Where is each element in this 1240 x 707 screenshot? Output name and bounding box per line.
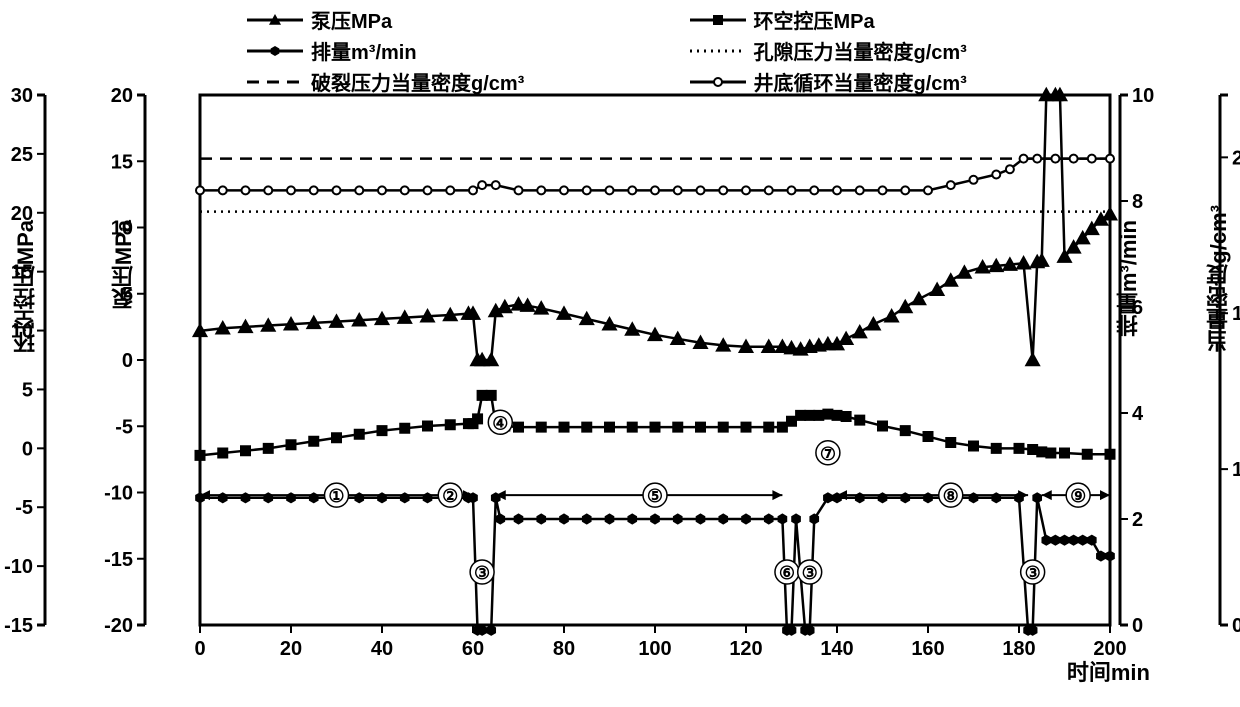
svg-text:⑥: ⑥ [779, 563, 795, 583]
svg-text:0: 0 [22, 438, 33, 460]
svg-text:0: 0 [1132, 615, 1143, 637]
svg-text:⑤: ⑤ [647, 486, 663, 506]
svg-text:0.5: 0.5 [1232, 615, 1240, 637]
svg-text:①: ① [328, 486, 344, 506]
svg-text:15: 15 [111, 151, 133, 173]
svg-text:-10: -10 [104, 483, 133, 505]
svg-text:10: 10 [11, 321, 33, 343]
svg-text:8: 8 [1132, 191, 1143, 213]
svg-text:120: 120 [729, 638, 762, 660]
svg-text:30: 30 [11, 85, 33, 107]
svg-text:20: 20 [111, 85, 133, 107]
chart-container: 环空控压MPa 泵压MPa 排量m³/min 当量密度g/cm³ 时间min 泵… [0, 0, 1240, 707]
svg-text:6: 6 [1132, 297, 1143, 319]
svg-text:-15: -15 [104, 549, 133, 571]
svg-text:⑧: ⑧ [943, 486, 959, 506]
svg-text:2: 2 [1132, 509, 1143, 531]
svg-text:-15: -15 [4, 615, 33, 637]
svg-text:0: 0 [122, 350, 133, 372]
svg-text:25: 25 [11, 144, 33, 166]
svg-text:④: ④ [492, 413, 508, 433]
svg-text:160: 160 [911, 638, 944, 660]
svg-text:4: 4 [1132, 403, 1144, 425]
svg-text:1.5: 1.5 [1232, 303, 1240, 325]
svg-text:②: ② [442, 486, 458, 506]
svg-text:5: 5 [22, 379, 33, 401]
svg-text:15: 15 [11, 262, 33, 284]
svg-text:40: 40 [371, 638, 393, 660]
svg-text:100: 100 [638, 638, 671, 660]
svg-text:⑦: ⑦ [820, 444, 836, 464]
svg-text:⑨: ⑨ [1070, 486, 1086, 506]
svg-text:0: 0 [194, 638, 205, 660]
svg-text:1: 1 [1232, 459, 1240, 481]
svg-text:2: 2 [1232, 147, 1240, 169]
svg-text:10: 10 [111, 218, 133, 240]
plot-svg: 020406080100120140160180200-15-10-505101… [0, 0, 1240, 707]
svg-text:180: 180 [1002, 638, 1035, 660]
svg-text:20: 20 [11, 203, 33, 225]
svg-text:③: ③ [474, 563, 490, 583]
svg-text:5: 5 [122, 284, 133, 306]
svg-text:-5: -5 [115, 416, 133, 438]
svg-text:③: ③ [802, 563, 818, 583]
svg-text:60: 60 [462, 638, 484, 660]
svg-text:140: 140 [820, 638, 853, 660]
svg-text:-10: -10 [4, 556, 33, 578]
svg-text:200: 200 [1093, 638, 1126, 660]
svg-text:-20: -20 [104, 615, 133, 637]
svg-text:10: 10 [1132, 85, 1154, 107]
svg-text:③: ③ [1025, 563, 1041, 583]
svg-text:20: 20 [280, 638, 302, 660]
svg-text:-5: -5 [15, 497, 33, 519]
svg-text:80: 80 [553, 638, 575, 660]
